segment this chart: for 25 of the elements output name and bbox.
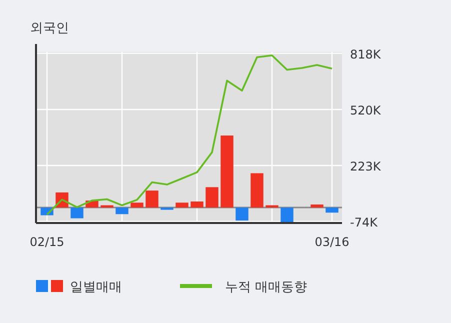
bar (190, 202, 204, 208)
bar (100, 205, 114, 208)
bar (70, 208, 84, 218)
y-tick-label: 818K (350, 47, 382, 62)
line-series (46, 54, 333, 216)
y-tick-label: 223K (350, 159, 382, 174)
bar (116, 208, 128, 214)
legend-label: 누적 매매동향 (225, 280, 308, 295)
chart-title: 외국인 (30, 21, 69, 36)
bar (146, 190, 158, 208)
bar (220, 136, 234, 208)
bar (280, 208, 294, 223)
bar (130, 202, 144, 208)
bar (206, 187, 218, 208)
bar (326, 208, 338, 213)
bar (310, 204, 324, 208)
x-tick-label: 02/15 (30, 235, 64, 249)
x-tick-label: 03/16 (314, 235, 350, 249)
y-tick-label: 520K (350, 104, 382, 118)
y-tick-label: -74K (350, 215, 379, 230)
legend-label: 일별매매 (70, 280, 122, 295)
bar (266, 205, 278, 208)
bar (236, 208, 248, 221)
bar (250, 173, 264, 208)
bar (176, 202, 188, 208)
